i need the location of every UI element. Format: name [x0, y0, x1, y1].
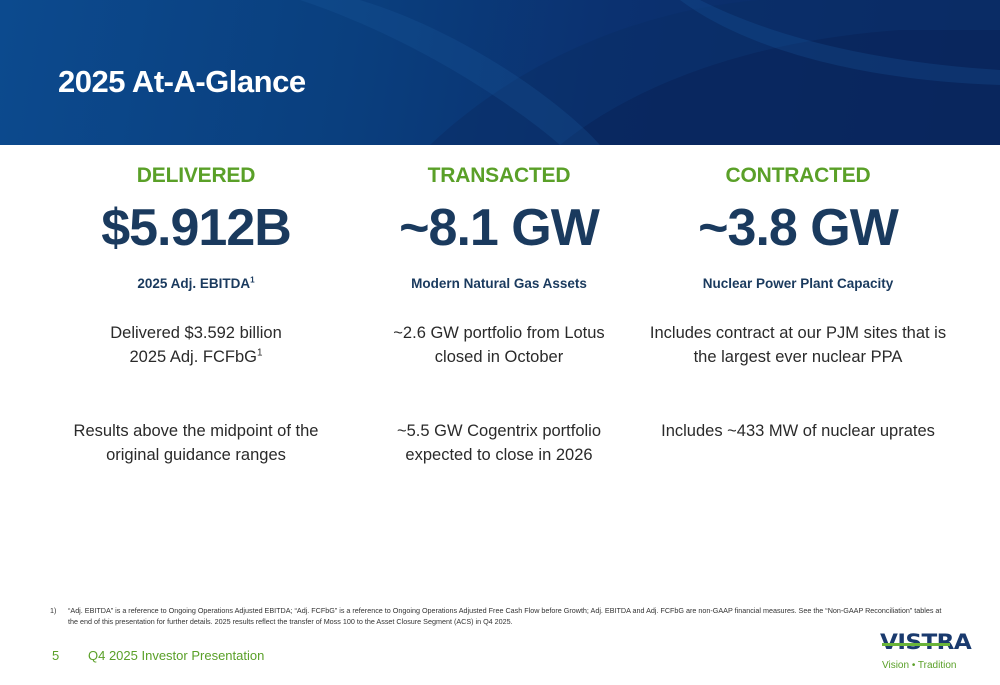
page-title: 2025 At-A-Glance	[58, 64, 306, 99]
column-text-1: Includes contract at our PJM sites that …	[649, 324, 947, 366]
vistra-logo: VISTRA Vision • Tradition	[880, 630, 972, 675]
footer-label: Q4 2025 Investor Presentation	[88, 648, 265, 663]
logo-accent-bar	[882, 643, 950, 646]
column-caption: Nuclear Power Plant Capacity	[702, 276, 894, 291]
column-text-1: ~2.6 GW portfolio from Lotus closed in O…	[393, 324, 605, 366]
logo-tagline: Vision • Tradition	[882, 660, 957, 671]
logo-wordmark: VISTRA	[880, 630, 972, 654]
decorative-swirl	[300, 0, 1000, 145]
column-heading: TRANSACTED	[427, 164, 571, 187]
column-metric: ~8.1 GW	[399, 199, 600, 257]
column-text-2: Includes ~433 MW of nuclear uprates	[661, 422, 935, 440]
footnote-marker: 1	[256, 347, 263, 359]
footnote-marker: 1	[250, 275, 255, 285]
column-metric: ~3.8 GW	[698, 199, 899, 257]
column-caption: 2025 Adj. EBITDA1	[137, 275, 255, 291]
column-text-2: Results above the midpoint of the origin…	[73, 422, 319, 464]
footnote-text: “Adj. EBITDA” is a reference to Ongoing …	[68, 606, 942, 626]
page-number: 5	[52, 648, 60, 663]
footnote-number: 1)	[50, 606, 57, 615]
highlights-columns: DELIVERED $5.912B 2025 Adj. EBITDA1 Deli…	[0, 145, 1000, 585]
column-metric: $5.912B	[101, 199, 292, 257]
header-banner: 2025 At-A-Glance	[0, 0, 1000, 145]
column-heading: CONTRACTED	[725, 164, 871, 187]
column-heading: DELIVERED	[136, 164, 256, 187]
column-text-2: ~5.5 GW Cogentrix portfolio expected to …	[396, 422, 602, 464]
column-text-1: Delivered $3.592 billion 2025 Adj. FCFbG…	[110, 324, 282, 366]
column-caption: Modern Natural Gas Assets	[411, 276, 587, 291]
